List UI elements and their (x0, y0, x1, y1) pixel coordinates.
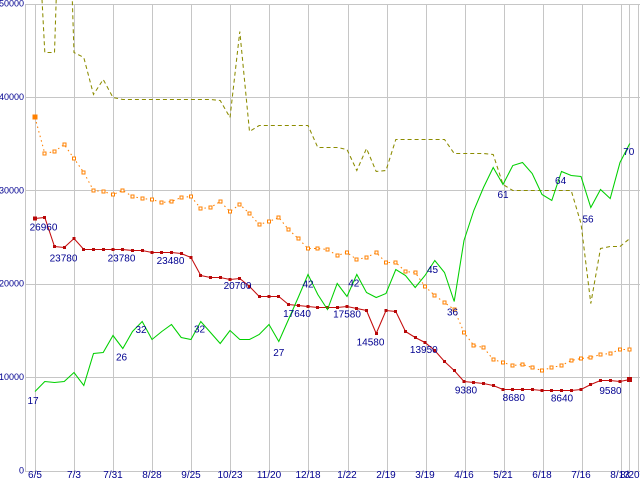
svg-text:14580: 14580 (357, 337, 385, 348)
svg-text:2/19: 2/19 (376, 470, 396, 480)
svg-text:17580: 17580 (333, 310, 361, 321)
svg-text:42: 42 (302, 280, 314, 291)
svg-text:6/18: 6/18 (532, 470, 552, 480)
svg-text:45: 45 (427, 265, 439, 276)
svg-text:27: 27 (273, 348, 285, 359)
svg-text:32: 32 (135, 325, 147, 336)
svg-text:50000: 50000 (0, 0, 24, 9)
svg-text:7/3: 7/3 (67, 470, 81, 480)
svg-text:9/25: 9/25 (181, 470, 201, 480)
svg-text:70: 70 (623, 147, 635, 158)
svg-text:0: 0 (19, 466, 24, 476)
svg-text:42: 42 (348, 279, 360, 290)
svg-text:40000: 40000 (0, 92, 24, 102)
svg-text:12/18: 12/18 (295, 470, 320, 480)
svg-text:7/31: 7/31 (103, 470, 123, 480)
svg-text:20700: 20700 (224, 281, 252, 292)
svg-text:56: 56 (582, 215, 594, 226)
svg-text:1/22: 1/22 (337, 470, 357, 480)
svg-text:23780: 23780 (50, 254, 78, 265)
svg-text:11/20: 11/20 (257, 470, 282, 480)
svg-text:30000: 30000 (0, 185, 24, 195)
svg-text:8680: 8680 (503, 393, 526, 404)
svg-text:8/28: 8/28 (142, 470, 162, 480)
svg-text:10000: 10000 (0, 372, 24, 382)
svg-text:17: 17 (27, 396, 39, 407)
svg-text:26: 26 (116, 353, 128, 364)
svg-text:61: 61 (497, 190, 509, 201)
svg-text:17640: 17640 (283, 309, 311, 320)
svg-text:7/16: 7/16 (571, 470, 591, 480)
svg-text:23780: 23780 (108, 254, 136, 265)
svg-text:23480: 23480 (157, 256, 185, 267)
svg-text:8640: 8640 (551, 394, 574, 405)
svg-text:4/16: 4/16 (454, 470, 474, 480)
svg-text:8/13: 8/13 (610, 470, 630, 480)
svg-text:13950: 13950 (410, 345, 438, 356)
svg-text:32: 32 (194, 325, 206, 336)
svg-text:36: 36 (447, 308, 459, 319)
svg-text:26960: 26960 (30, 223, 58, 234)
svg-text:64: 64 (555, 176, 567, 187)
svg-text:9580: 9580 (599, 386, 622, 397)
svg-text:20000: 20000 (0, 279, 24, 289)
svg-text:9380: 9380 (455, 386, 478, 397)
svg-text:10/23: 10/23 (217, 470, 242, 480)
svg-text:3/19: 3/19 (415, 470, 435, 480)
svg-text:6/5: 6/5 (28, 470, 42, 480)
svg-text:5/21: 5/21 (493, 470, 513, 480)
svg-text:8/20: 8/20 (620, 470, 640, 480)
